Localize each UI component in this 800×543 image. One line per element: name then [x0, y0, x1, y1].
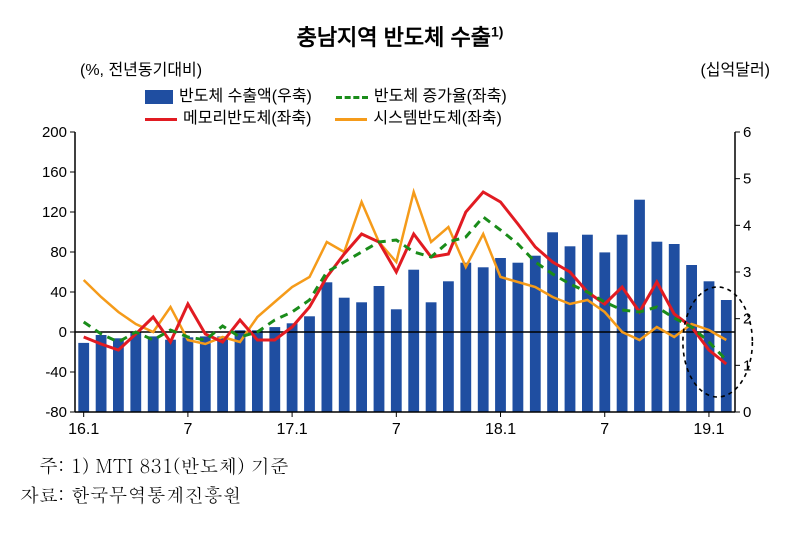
footnote-label: 주: — [39, 452, 64, 479]
footnotes: 주: 1) MTI 831(반도체) 기준 자료: 한국무역통계진흥원 — [20, 452, 780, 509]
legend-item-memory: 메모리반도체(좌축) — [145, 108, 311, 130]
footnote-label: 자료: — [20, 481, 64, 508]
svg-text:3: 3 — [743, 264, 751, 281]
legend-label: 반도체 증가율(좌축) — [374, 86, 507, 108]
svg-text:4: 4 — [743, 217, 751, 234]
axis-unit-labels: (%, 전년동기대비) (십억달러) — [20, 56, 780, 82]
legend-item-bar: 반도체 수출액(우축) — [145, 86, 312, 108]
svg-text:120: 120 — [42, 204, 67, 221]
chart-svg: -80-4004080120160200012345616.1717.1718.… — [75, 82, 735, 442]
chart-container: 충남지역 반도체 수출1) (%, 전년동기대비) (십억달러) -80 -40 0… — [20, 20, 780, 509]
legend-item-system: 시스템반도체(좌축) — [335, 108, 501, 130]
legend-bar-icon — [145, 90, 173, 104]
svg-text:200: 200 — [42, 124, 67, 141]
plot-area: -80-4004080120160200012345616.1717.1718.… — [75, 82, 735, 442]
legend-item-growth: 반도체 증가율(좌축) — [336, 86, 507, 108]
title-sup: 1) — [491, 24, 503, 40]
legend-label: 시스템반도체(좌축) — [373, 108, 501, 130]
svg-text:5: 5 — [743, 171, 751, 188]
legend-label: 메모리반도체(좌축) — [183, 108, 311, 130]
legend-line-icon — [145, 118, 177, 121]
legend: 반도체 수출액(우축) 반도체 증가율(좌축) 메모리반도체(좌축) 시스템반도… — [145, 86, 507, 131]
svg-text:18.1: 18.1 — [485, 421, 516, 438]
svg-text:-40: -40 — [45, 364, 67, 381]
svg-text:160: 160 — [42, 164, 67, 181]
svg-text:7: 7 — [183, 421, 192, 438]
left-axis-unit: (%, 전년동기대비) — [80, 56, 202, 80]
svg-text:80: 80 — [50, 244, 67, 261]
svg-text:17.1: 17.1 — [277, 421, 308, 438]
legend-dashed-icon — [336, 96, 368, 99]
chart-title: 충남지역 반도체 수출1) — [20, 20, 780, 52]
svg-text:19.1: 19.1 — [693, 421, 724, 438]
svg-text:0: 0 — [743, 404, 751, 421]
svg-text:6: 6 — [743, 124, 751, 141]
svg-text:7: 7 — [600, 421, 609, 438]
svg-text:0: 0 — [59, 324, 67, 341]
footnote-row: 주: 1) MTI 831(반도체) 기준 — [20, 452, 780, 481]
svg-text:16.1: 16.1 — [68, 421, 99, 438]
svg-text:-80: -80 — [45, 404, 67, 421]
legend-line-icon — [335, 118, 367, 121]
right-axis-unit: (십억달러) — [700, 56, 770, 80]
footnote-text: 한국무역통계진흥원 — [71, 481, 242, 508]
legend-label: 반도체 수출액(우축) — [179, 86, 312, 108]
footnote-row: 자료: 한국무역통계진흥원 — [20, 481, 780, 510]
footnote-text: 1) MTI 831(반도체) 기준 — [71, 452, 289, 479]
svg-text:40: 40 — [50, 284, 67, 301]
svg-text:7: 7 — [392, 421, 401, 438]
title-text: 충남지역 반도체 수출 — [297, 25, 491, 50]
